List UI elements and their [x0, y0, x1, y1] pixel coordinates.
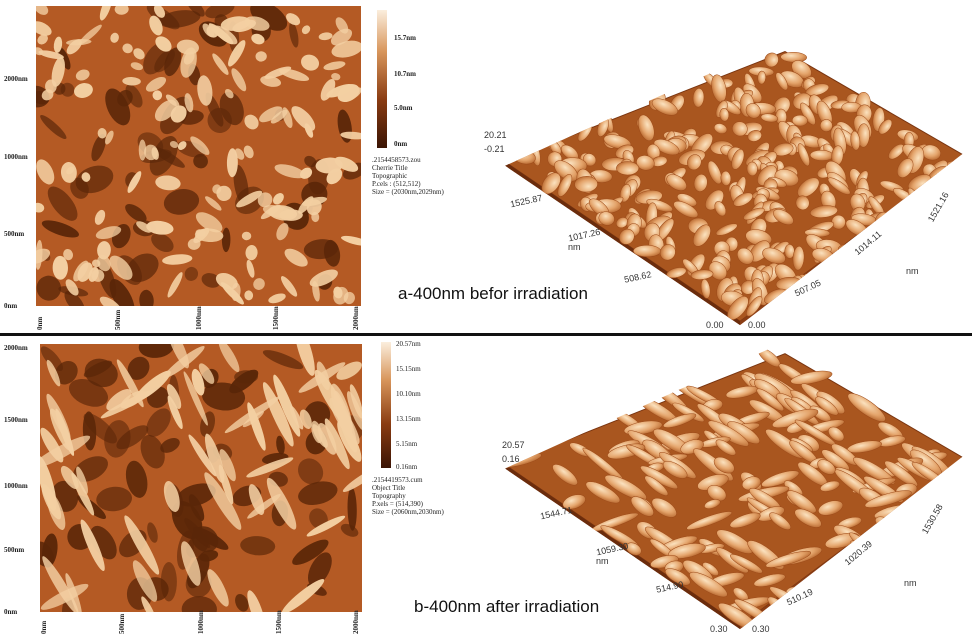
- z-min-label: -0.21: [484, 144, 505, 154]
- y-axis-label: 1000nm: [4, 153, 28, 161]
- colorbar-label: 15.15nm: [396, 365, 421, 373]
- caption-b: b-400nm after irradiation: [414, 597, 600, 616]
- colorbar-label: 5.15nm: [396, 440, 418, 448]
- afm-topography-map-a: [36, 6, 361, 306]
- panel-divider: [0, 333, 972, 336]
- iso-axis-label: nm: [568, 242, 581, 252]
- iso-corner-label: 0.00: [706, 320, 724, 330]
- x-axis-label: 2000nm: [352, 306, 360, 330]
- info-line: Cherrie Title: [372, 164, 408, 172]
- y-axis-label: 0nm: [4, 302, 18, 310]
- afm-3d-surface-a: [505, 51, 965, 326]
- iso-corner-label: 0.00: [748, 320, 766, 330]
- iso-corner-label: 0.30: [710, 624, 728, 634]
- info-line: Object Title: [372, 484, 406, 492]
- colorbar-a: [377, 10, 387, 148]
- colorbar-label: 13.15nm: [396, 415, 421, 423]
- info-line: Topographic: [372, 172, 408, 180]
- x-axis-label: 1000nm: [197, 610, 205, 634]
- info-line: P.xels = (514,390): [372, 500, 424, 508]
- x-axis-label: 1000nm: [195, 306, 203, 330]
- z-max-label: 20.21: [484, 130, 507, 140]
- iso-corner-label: 0.30: [752, 624, 770, 634]
- colorbar-label: 0.16nm: [396, 463, 418, 471]
- info-line: .2154458573.zou: [372, 156, 421, 164]
- colorbar-label: 10.7nm: [394, 70, 416, 78]
- y-axis-label: 2000nm: [4, 75, 28, 83]
- info-line: Size = (2060nm,2030nm): [372, 508, 444, 516]
- info-line: P.cels : (512,512): [372, 180, 421, 188]
- file-info-b: .2154419573.cum Object Title Topography …: [372, 476, 444, 516]
- colorbar-label: 15.7nm: [394, 34, 416, 42]
- iso-axis-label: nm: [596, 556, 609, 566]
- x-axis-label: 1500nm: [275, 610, 283, 634]
- y-axis-label: 1000nm: [4, 482, 28, 490]
- x-axis-label: 1500nm: [272, 306, 280, 330]
- y-axis-label: 500nm: [4, 546, 25, 554]
- y-axis-label: 500nm: [4, 230, 25, 238]
- x-axis-label: 2000nm: [352, 610, 360, 634]
- x-axis-label: 0nm: [36, 316, 44, 330]
- panel-a: 2000nm 1000nm 500nm 0nm 0nm 500nm 1000nm…: [4, 6, 970, 330]
- colorbar-label: 5.0nm: [394, 104, 413, 112]
- colorbar-label: 20.57nm: [396, 340, 421, 348]
- afm-2d-image-a: [36, 6, 361, 306]
- afm-2d-image-b: [40, 344, 362, 612]
- z-min-label: 0.16: [502, 454, 520, 464]
- afm-3d-surface-b: [505, 347, 965, 630]
- colorbar-b: [381, 342, 391, 468]
- colorbar-label: 0nm: [394, 140, 408, 148]
- afm-topography-map-b: [40, 344, 362, 612]
- y-axis-label: 0nm: [4, 608, 18, 616]
- info-line: Topography: [372, 492, 406, 500]
- x-axis-label: 0nm: [40, 620, 48, 634]
- iso-axis-label: nm: [904, 578, 917, 588]
- iso-axis-label: nm: [906, 266, 919, 276]
- panel-b: 2000nm 1500nm 1000nm 500nm 0nm 0nm 500nm…: [0, 336, 972, 637]
- x-axis-label: 500nm: [118, 613, 126, 634]
- afm-3d-view-b: [470, 342, 970, 634]
- info-line: .2154419573.cum: [372, 476, 423, 484]
- y-axis-label: 1500nm: [4, 416, 28, 424]
- x-axis-label: 500nm: [114, 309, 122, 330]
- afm-3d-view-a: [470, 40, 970, 330]
- y-axis-label: 2000nm: [4, 344, 28, 352]
- z-max-label: 20.57: [502, 440, 525, 450]
- colorbar-label: 10.10nm: [396, 390, 421, 398]
- caption-a: a-400nm befor irradiation: [398, 284, 588, 303]
- file-info-a: .2154458573.zou Cherrie Title Topographi…: [372, 156, 444, 196]
- info-line: Size = (2030nm,2029nm): [372, 188, 444, 196]
